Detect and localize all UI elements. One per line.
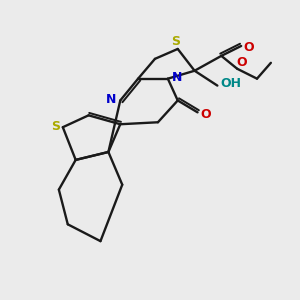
Text: S: S: [171, 34, 180, 47]
Text: N: N: [106, 93, 116, 106]
Text: O: O: [237, 56, 248, 69]
Text: OH: OH: [221, 77, 242, 90]
Text: O: O: [200, 108, 211, 121]
Text: O: O: [244, 41, 254, 55]
Text: N: N: [172, 71, 182, 84]
Text: S: S: [51, 120, 60, 133]
